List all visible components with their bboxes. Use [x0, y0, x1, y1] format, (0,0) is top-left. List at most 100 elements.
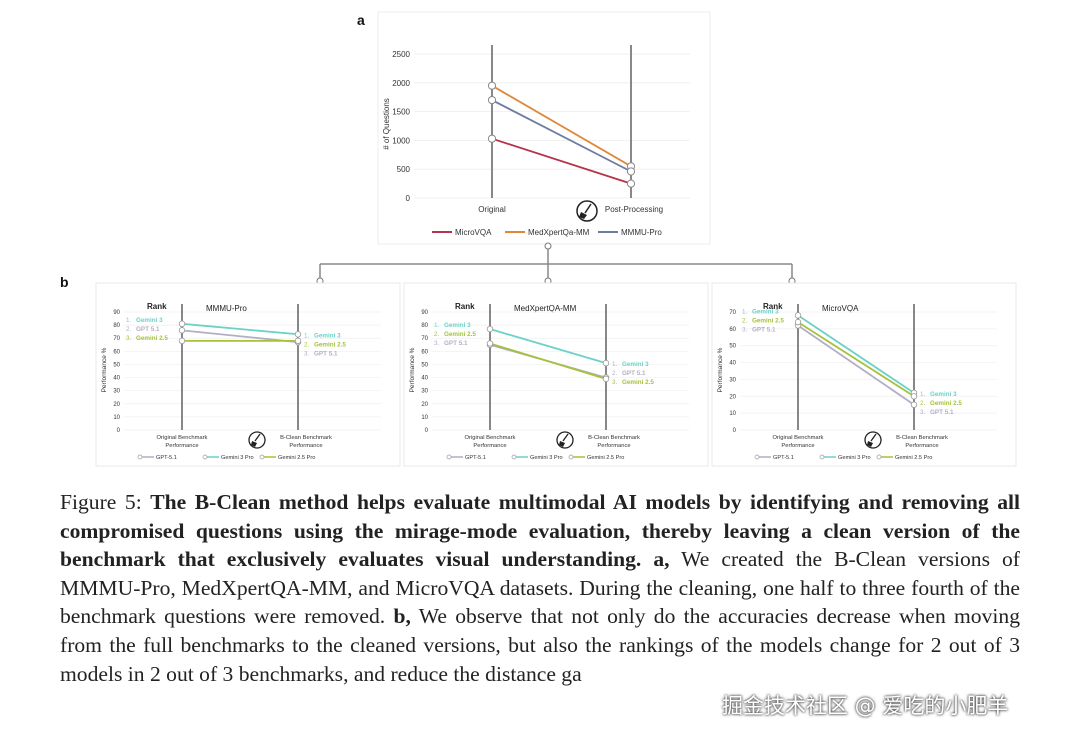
panel-a-legend: MicroVQA MedXpertQa-MM MMMU-Pro — [432, 228, 662, 237]
series-line-gemini-2-5-pro — [797, 321, 915, 398]
legend-swatch-dot — [202, 454, 208, 460]
rank-left-num: 1. — [742, 308, 748, 315]
panel-a-point-medxpertqa-mm — [487, 81, 497, 90]
subplot-ytick: 70 — [421, 336, 428, 342]
xlabel-original-line2: Performance — [165, 443, 198, 449]
panel-a-xlabel-original: Original — [478, 205, 506, 214]
series-line-gemini-3-pro — [489, 328, 607, 364]
rank-right-name: GPT 5.1 — [930, 409, 954, 416]
xlabel-bclean-line1: B-Clean Benchmark — [280, 435, 332, 441]
subplot-ytick: 50 — [113, 362, 120, 368]
series-point-gemini-3-pro — [602, 359, 610, 367]
rank-left-num: 3. — [434, 340, 440, 347]
series-line-gpt-5-1 — [797, 324, 915, 406]
subplot-ytick: 50 — [729, 344, 736, 350]
rank-right-name: Gemini 3 — [622, 361, 649, 368]
rank-right-num: 1. — [920, 391, 926, 398]
series-point-gemini-3-pro — [294, 331, 302, 338]
rank-left-name: GPT 5.1 — [136, 326, 160, 333]
panel-a-ytick: 1000 — [392, 136, 410, 145]
rank-right-name: Gemini 2.5 — [622, 379, 654, 386]
panel-a-yticks: 0 500 1000 1500 2000 2500 — [392, 50, 410, 203]
subplot-frame — [95, 282, 401, 467]
subplot-legend: GPT-5.1 Gemini 3 Pro Gemini 2.5 Pro — [446, 454, 624, 461]
subplot-ytick: 20 — [729, 394, 736, 400]
subplot-frame — [403, 282, 709, 467]
broom-icon — [864, 431, 882, 449]
subplot-ytick: 50 — [421, 362, 428, 368]
legend-swatch-dot — [754, 454, 760, 460]
panel-a-ytick: 2500 — [392, 50, 410, 59]
legend-swatch-dot — [876, 454, 882, 460]
series-point-gpt-5-1 — [178, 327, 186, 334]
caption-b-label: b, — [393, 604, 411, 629]
rank-left-name: GPT 5.1 — [444, 340, 468, 347]
broom-icon — [248, 431, 266, 449]
panel-a-point-mmmu-pro — [487, 95, 497, 105]
subplot-ytick: 70 — [113, 336, 120, 342]
rank-right-num: 3. — [304, 350, 310, 357]
series-point-gemini-3-pro — [178, 320, 186, 327]
rank-left-num: 1. — [126, 317, 132, 324]
series-point-gpt-5-1 — [910, 401, 918, 408]
rank-left-name: Gemini 3 — [136, 317, 163, 324]
series-point-gemini-3-pro — [486, 325, 494, 333]
rank-label: Rank — [147, 302, 167, 311]
broom-icon-handle — [562, 433, 569, 442]
subplot-microvqa: Rank MicroVQA Performance % 0 10 20 30 40 50 60 70… — [711, 282, 1017, 467]
legend-label: MedXpertQa-MM — [528, 228, 590, 237]
figure-caption: Figure 5: The B-Clean method helps evalu… — [60, 488, 1020, 688]
subplot-ytick: 60 — [421, 349, 428, 355]
panel-a-ytick: 1500 — [392, 108, 410, 117]
legend-swatch-dot — [137, 454, 143, 460]
rank-right-name: GPT 5.1 — [314, 350, 338, 357]
broom-icon-circle — [248, 431, 266, 449]
caption-text-b: We observe that not only do the accuraci… — [60, 604, 1020, 686]
broom-icon — [556, 431, 574, 449]
panel-a-ylabel: # of Questions — [382, 98, 391, 150]
rank-left-num: 3. — [742, 326, 748, 333]
subplot-ytick: 60 — [729, 327, 736, 333]
rank-left-num: 3. — [126, 335, 132, 342]
rank-left-name: Gemini 3 — [444, 322, 471, 329]
legend-label: GPT-5.1 — [156, 455, 177, 461]
panel-a-line-medxpertqa-mm — [491, 84, 632, 168]
rank-right-num: 3. — [920, 409, 926, 416]
subplot-ytick: 30 — [421, 389, 428, 395]
broom-icon — [576, 200, 598, 222]
rank-label: Rank — [455, 302, 475, 311]
series-point-gemini-3-pro — [794, 312, 802, 319]
panel-a-frame — [377, 11, 711, 245]
xlabel-bclean-line2: Performance — [905, 443, 938, 449]
rank-right-name: Gemini 3 — [930, 391, 957, 398]
panel-a-point-microvqa — [626, 179, 636, 188]
subplot-ylabel: Performance % — [101, 347, 108, 392]
caption-a-label: a, — [641, 547, 670, 572]
legend-swatch-dot — [446, 454, 452, 460]
subplot-ytick: 40 — [729, 361, 736, 367]
rank-right-num: 3. — [612, 379, 618, 386]
subplot-ytick: 20 — [421, 402, 428, 408]
xlabel-original-line2: Performance — [781, 443, 814, 449]
xlabel-bclean-line1: B-Clean Benchmark — [588, 435, 640, 441]
broom-icon-head — [251, 441, 257, 447]
series-line-gemini-2-5-pro — [489, 342, 607, 380]
rank-right-name: Gemini 2.5 — [314, 341, 346, 348]
xlabel-original-line1: Original Benchmark — [465, 435, 516, 441]
panel-a-ytick: 500 — [397, 165, 411, 174]
legend-label: GPT-5.1 — [773, 455, 794, 461]
rank-left-num: 1. — [434, 322, 440, 329]
subplot-ytick: 90 — [421, 310, 428, 316]
subplot-ytick: 10 — [421, 415, 428, 421]
legend-label: Gemini 3 Pro — [530, 455, 563, 461]
subplot-ytick: 0 — [425, 428, 429, 434]
panel-a-point-mmmu-pro — [626, 167, 636, 176]
panel-a-xlabel-post: Post-Processing — [605, 205, 663, 214]
subplot-ytick: 40 — [421, 376, 428, 382]
panel-a-line-microvqa — [491, 137, 632, 185]
panel-a-ytick: 0 — [406, 194, 411, 203]
subplot-title: MMMU-Pro — [206, 304, 247, 313]
series-line-gemini-3-pro — [181, 322, 299, 336]
broom-icon-handle — [870, 433, 877, 442]
series-point-gemini-2-5-pro — [794, 318, 802, 326]
